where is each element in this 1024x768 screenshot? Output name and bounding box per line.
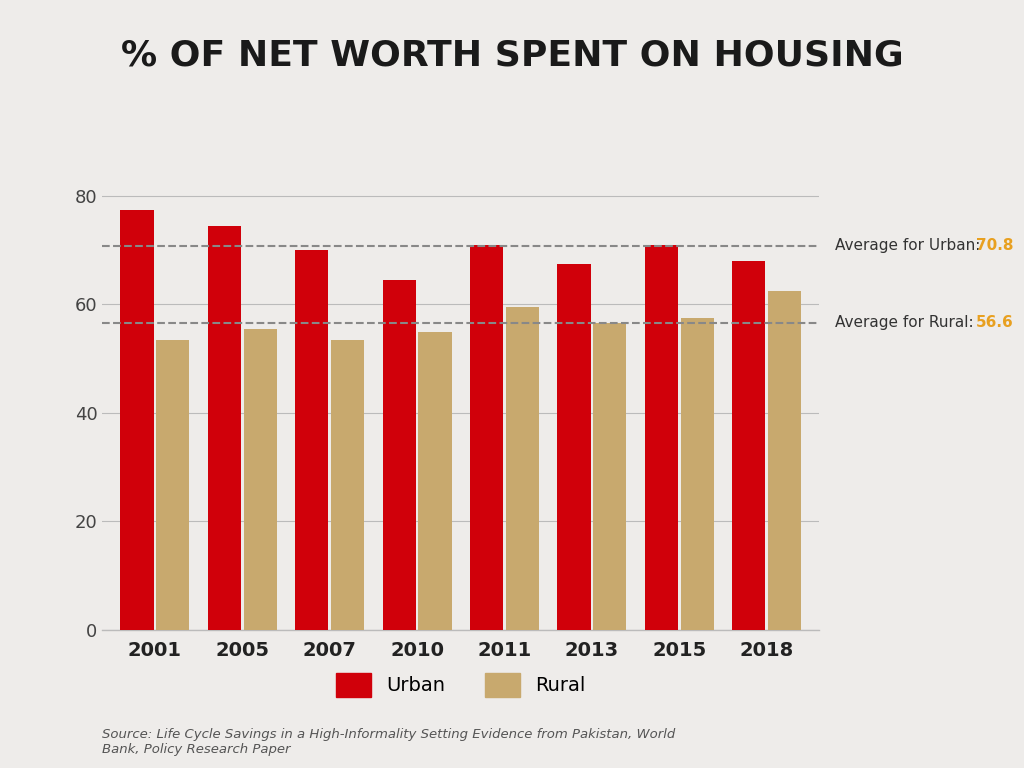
Text: 70.8: 70.8: [976, 238, 1014, 253]
Text: Average for Rural:: Average for Rural:: [835, 316, 978, 330]
Bar: [506, 307, 539, 630]
Bar: [645, 245, 678, 630]
Bar: [419, 332, 452, 630]
Bar: [593, 323, 627, 630]
Bar: [768, 291, 802, 630]
Bar: [732, 261, 766, 630]
Text: % OF NET WORTH SPENT ON HOUSING: % OF NET WORTH SPENT ON HOUSING: [121, 38, 903, 72]
Bar: [295, 250, 329, 630]
Text: Average for Urban:: Average for Urban:: [835, 238, 985, 253]
Bar: [470, 245, 503, 630]
Bar: [557, 264, 591, 630]
Bar: [383, 280, 416, 630]
Bar: [331, 339, 365, 630]
Legend: Urban, Rural: Urban, Rural: [336, 673, 586, 697]
Bar: [244, 329, 276, 630]
Bar: [681, 318, 714, 630]
Text: 56.6: 56.6: [976, 316, 1014, 330]
Bar: [121, 210, 154, 630]
Bar: [208, 226, 241, 630]
Bar: [157, 339, 189, 630]
Text: Source: Life Cycle Savings in a High-Informality Setting Evidence from Pakistan,: Source: Life Cycle Savings in a High-Inf…: [102, 729, 676, 756]
